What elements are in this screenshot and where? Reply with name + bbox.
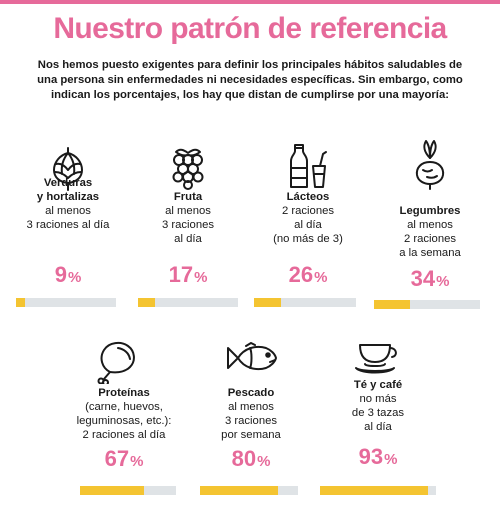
percentage-value: 17 [168, 262, 194, 287]
percentage-unit: % [67, 269, 82, 286]
percentage-value: 93 [358, 444, 384, 469]
beetroot-icon [410, 138, 450, 190]
habit-name: Pescado [227, 387, 275, 399]
intro-text: Nos hemos puesto exigentes para definir … [37, 59, 463, 101]
chicken-leg-icon [94, 338, 142, 384]
percentage-unit: % [314, 269, 328, 286]
habit-description: al menos 2 raciones a la semana [399, 219, 461, 259]
habit-name: Té y café [353, 379, 403, 391]
progress-fill [138, 298, 155, 307]
habit-percentage: 9% [12, 262, 124, 288]
habit-description: al menos 3 raciones por semana [221, 401, 281, 441]
percentage-unit: % [194, 269, 208, 286]
habit-name: Verduras y hortalizas [36, 177, 100, 203]
percentage-value: 80 [231, 446, 257, 471]
progress-fill [320, 486, 428, 495]
habit-percentage: 34% [372, 266, 488, 292]
habit-description: al menos 3 raciones al día [161, 205, 215, 245]
percentage-value: 34 [410, 266, 436, 291]
progress-bar [16, 298, 116, 307]
percentage-unit: % [130, 453, 144, 470]
habit-name: Lácteos [286, 191, 330, 203]
progress-bar [254, 298, 356, 307]
percentage-value: 9 [54, 262, 67, 287]
habit-name: Fruta [173, 191, 203, 203]
habit-description: al menos 3 raciones al día [26, 205, 110, 231]
progress-bar [200, 486, 298, 495]
habit-description: no más de 3 tazas al día [351, 393, 405, 433]
habit-name: Proteínas [98, 387, 150, 399]
progress-bar [374, 300, 480, 309]
habit-percentage: 80% [192, 446, 310, 472]
habit-percentage: 93% [316, 444, 440, 470]
percentage-value: 67 [104, 446, 130, 471]
progress-fill [80, 486, 145, 495]
berries-icon [166, 144, 210, 190]
tea-cup-icon [353, 342, 403, 376]
page-title: Nuestro patrón de referencia [53, 12, 447, 45]
fish-icon [224, 342, 278, 374]
progress-bar [80, 486, 176, 495]
top-rule [0, 0, 500, 4]
progress-fill [200, 486, 279, 495]
progress-fill [374, 300, 411, 309]
habit-percentage: 26% [252, 262, 364, 288]
milk-bottle-icon [286, 142, 330, 190]
habit-name: Legumbres [399, 205, 461, 217]
percentage-unit: % [436, 273, 450, 290]
habit-description: 2 raciones al día (no más de 3) [273, 205, 343, 245]
percentage-unit: % [384, 451, 398, 468]
progress-fill [254, 298, 281, 307]
habit-percentage: 67% [62, 446, 186, 472]
percentage-value: 26 [288, 262, 314, 287]
progress-bar [138, 298, 238, 307]
percentage-unit: % [257, 453, 271, 470]
progress-bar [320, 486, 436, 495]
artichoke-icon [46, 144, 90, 192]
progress-fill [16, 298, 25, 307]
habit-description: (carne, huevos, leguminosas, etc.): 2 ra… [76, 401, 172, 441]
habit-percentage: 17% [132, 262, 244, 288]
